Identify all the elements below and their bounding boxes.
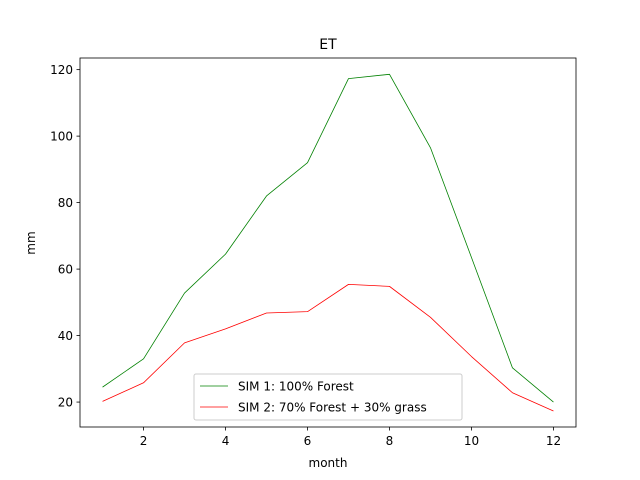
- legend-label-1: SIM 1: 100% Forest: [238, 380, 354, 394]
- x-tick-label: 2: [140, 434, 148, 448]
- y-tick-label: 20: [58, 396, 73, 410]
- y-tick-label: 40: [58, 329, 73, 343]
- legend: SIM 1: 100% Forest SIM 2: 70% Forest + 30…: [193, 373, 463, 421]
- legend-box: [193, 373, 463, 421]
- x-tick-label: 8: [386, 434, 394, 448]
- axes-frame: [79, 57, 577, 428]
- x-tick-label: 6: [304, 434, 312, 448]
- y-tick-label: 60: [58, 263, 73, 277]
- series-line-2: [102, 283, 554, 412]
- x-tick-label: 4: [222, 434, 230, 448]
- chart-title: ET: [319, 37, 337, 53]
- x-tick-label: 12: [546, 434, 561, 448]
- y-tick-label: 80: [58, 196, 73, 210]
- y-tick-label: 120: [50, 63, 73, 77]
- legend-label-2: SIM 2: 70% Forest + 30% grass: [238, 401, 427, 415]
- x-tick-label: 10: [464, 434, 479, 448]
- series-line-1: [102, 73, 554, 403]
- y-axis-label: mm: [24, 231, 38, 254]
- plot-area: 2 4 6 8 10 12 20 40 60 80 100 120: [50, 57, 577, 448]
- y-tick-label: 100: [50, 130, 73, 144]
- x-axis-label: month: [309, 456, 348, 470]
